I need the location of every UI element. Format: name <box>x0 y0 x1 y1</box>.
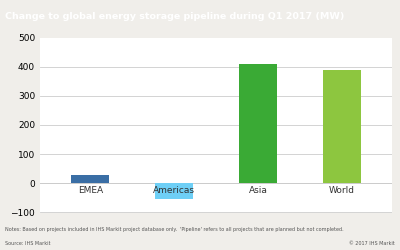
Text: Americas: Americas <box>153 186 195 195</box>
Text: Notes: Based on projects included in IHS Markit project database only.  'Pipelin: Notes: Based on projects included in IHS… <box>5 226 344 232</box>
Bar <box>323 70 360 183</box>
Text: World: World <box>329 186 355 195</box>
Bar <box>239 64 277 183</box>
Text: Asia: Asia <box>248 186 267 195</box>
Bar <box>72 174 109 183</box>
Text: Change to global energy storage pipeline during Q1 2017 (MW): Change to global energy storage pipeline… <box>5 12 344 21</box>
Text: EMEA: EMEA <box>78 186 103 195</box>
Bar <box>155 183 193 200</box>
Text: Source: IHS Markit: Source: IHS Markit <box>5 241 50 246</box>
Text: © 2017 IHS Markit: © 2017 IHS Markit <box>350 241 395 246</box>
